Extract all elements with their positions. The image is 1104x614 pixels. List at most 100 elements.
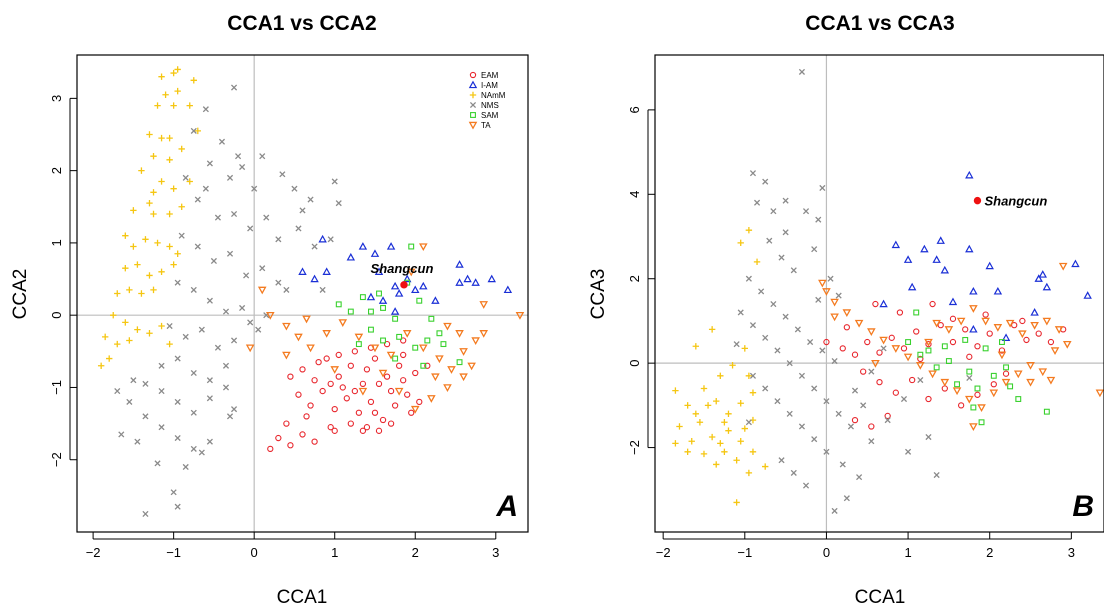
data-point — [835, 292, 842, 299]
data-point — [190, 445, 197, 452]
data-point — [363, 366, 371, 373]
data-point — [440, 341, 447, 348]
data-point — [371, 409, 379, 416]
data-point — [370, 249, 380, 257]
y-tick-label: 0 — [49, 312, 64, 319]
data-point — [318, 234, 327, 243]
data-point — [294, 333, 303, 342]
data-point — [416, 297, 423, 304]
data-point — [917, 355, 924, 363]
data-point — [311, 377, 318, 384]
data-point — [924, 338, 933, 347]
data-point — [416, 398, 423, 406]
data-point — [265, 311, 275, 320]
data-point — [380, 305, 386, 311]
data-point — [247, 319, 254, 326]
data-point — [758, 288, 765, 295]
data-point — [990, 372, 997, 379]
data-point — [311, 438, 318, 445]
data-point — [986, 330, 993, 337]
y-tick-label: 3 — [49, 95, 64, 102]
x-tick-label: −1 — [737, 545, 752, 560]
data-point — [267, 445, 274, 453]
data-point — [146, 199, 153, 207]
data-point — [868, 438, 875, 445]
data-point — [867, 328, 876, 337]
data-point — [174, 87, 181, 95]
data-point — [471, 278, 480, 286]
data-point — [222, 384, 230, 391]
data-point — [190, 77, 197, 84]
data-point — [737, 438, 744, 445]
data-point — [798, 372, 806, 379]
x-tick-label: 3 — [1068, 545, 1075, 560]
data-point — [374, 267, 384, 275]
data-point — [1001, 378, 1011, 387]
data-point — [684, 402, 691, 409]
data-point — [323, 355, 330, 362]
data-point — [146, 272, 153, 279]
data-point — [174, 434, 181, 442]
data-point — [749, 389, 757, 396]
data-point — [896, 309, 904, 316]
data-point — [190, 286, 197, 293]
data-point — [815, 216, 822, 223]
data-point — [198, 449, 205, 456]
data-point — [311, 243, 318, 250]
data-point — [408, 409, 415, 416]
x-tick-label: 2 — [986, 545, 993, 560]
data-point — [376, 290, 382, 297]
data-point — [287, 373, 294, 380]
y-axis-label: CCA2 — [10, 269, 31, 320]
data-point — [917, 351, 924, 358]
data-point — [790, 267, 797, 274]
data-point — [142, 413, 149, 420]
data-point — [400, 377, 407, 384]
data-point — [749, 448, 757, 455]
data-point — [964, 395, 974, 404]
chart-panel-1: −2 −1 0 1 2 3 −2 −1 0 1 2 3 CCA1 vs CCA2 CCA1 CCA2 A Sha… — [10, 12, 529, 608]
data-point — [257, 286, 267, 295]
data-point — [150, 189, 157, 196]
data-point — [295, 391, 302, 398]
data-point — [158, 322, 165, 330]
data-point — [226, 174, 234, 181]
data-point — [692, 343, 700, 350]
data-point — [1013, 370, 1023, 379]
data-point — [222, 362, 230, 369]
data-point — [1095, 389, 1104, 398]
data-point — [822, 288, 831, 296]
y-tick-label: 4 — [627, 191, 642, 198]
x-tick-label: 1 — [904, 545, 911, 560]
data-point — [170, 102, 177, 109]
data-point — [343, 395, 350, 402]
data-point — [1083, 291, 1092, 299]
data-point — [1007, 383, 1014, 390]
data-point — [860, 368, 867, 375]
data-point — [762, 463, 769, 470]
data-point — [142, 380, 149, 387]
data-point — [126, 398, 133, 405]
data-point — [443, 322, 452, 331]
data-point — [303, 413, 310, 420]
data-point — [905, 339, 912, 345]
data-point — [831, 357, 838, 365]
data-point — [815, 296, 822, 303]
data-point — [335, 373, 342, 380]
data-point — [467, 362, 476, 371]
data-point — [122, 232, 129, 239]
data-point — [411, 285, 420, 294]
data-point — [864, 338, 871, 346]
data-point — [854, 319, 864, 328]
data-point — [395, 362, 403, 369]
data-point — [868, 423, 875, 430]
data-point — [982, 311, 989, 318]
data-point — [830, 298, 839, 307]
data-point — [158, 134, 165, 142]
data-point — [725, 427, 732, 434]
data-point — [335, 200, 342, 207]
data-point — [206, 395, 213, 402]
data-point — [378, 369, 388, 378]
data-point — [400, 351, 407, 359]
panel-label: B — [1072, 490, 1094, 523]
